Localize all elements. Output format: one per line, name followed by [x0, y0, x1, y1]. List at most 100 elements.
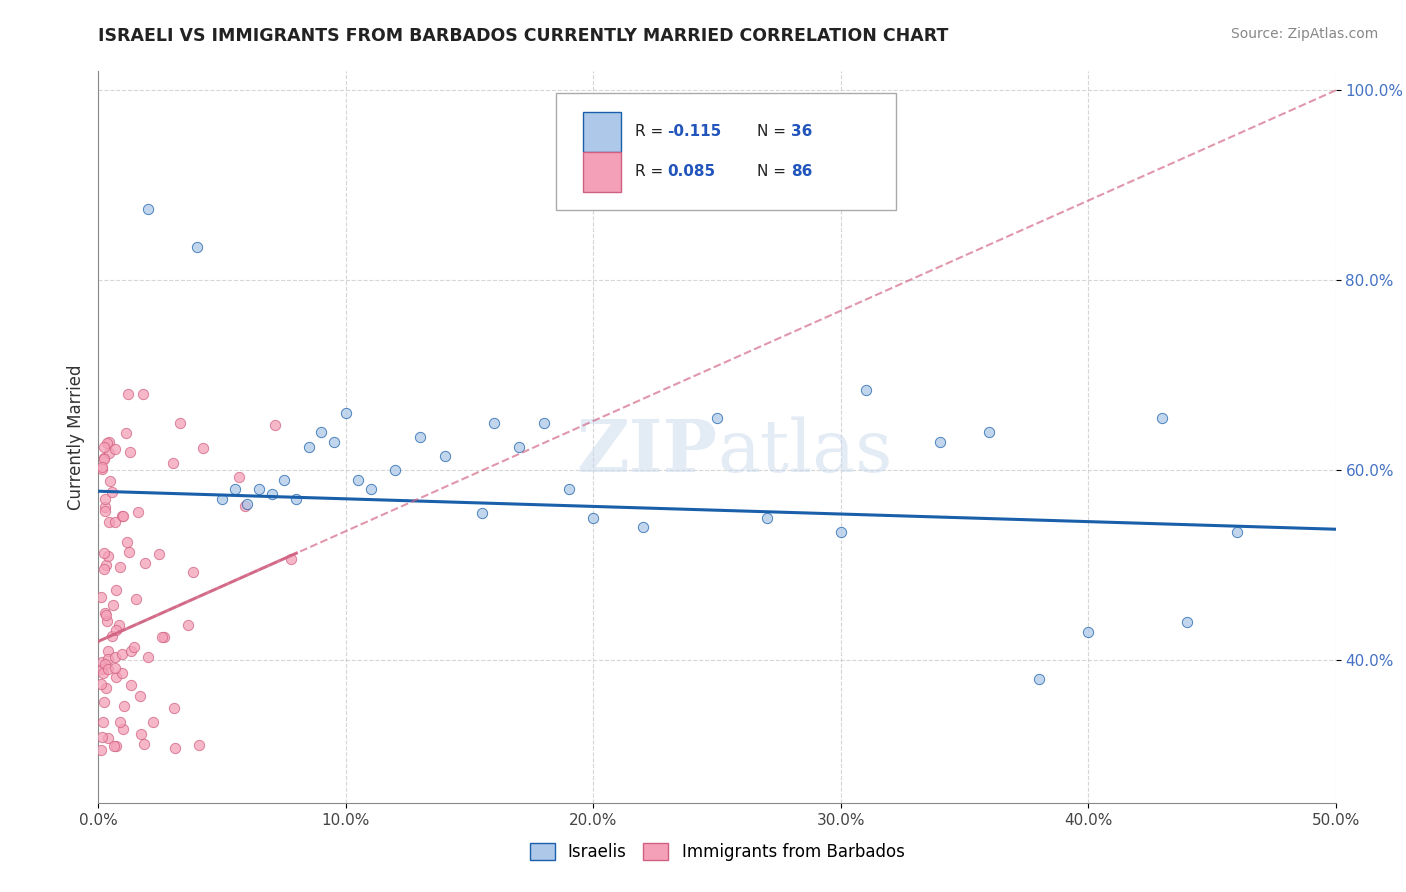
Point — [134, 737, 156, 751]
Point — [132, 387, 155, 401]
Point — [706, 411, 728, 425]
Point — [111, 647, 134, 661]
Point — [96, 607, 118, 622]
Point — [384, 463, 406, 477]
Text: atlas: atlas — [717, 417, 893, 487]
Point — [264, 417, 287, 432]
Text: 36: 36 — [792, 124, 813, 139]
Point — [111, 666, 134, 681]
Point — [103, 739, 125, 754]
Point — [134, 556, 156, 570]
Point — [557, 483, 579, 497]
Point — [1152, 411, 1174, 425]
Point — [104, 661, 127, 675]
Point — [162, 456, 184, 470]
Point — [582, 511, 605, 525]
Point — [1077, 624, 1099, 639]
Point — [94, 657, 117, 672]
Point — [115, 534, 138, 549]
Point — [93, 695, 115, 709]
Point — [830, 524, 852, 539]
Point — [97, 731, 120, 745]
Point — [90, 743, 112, 757]
Point — [273, 473, 295, 487]
Point — [104, 650, 127, 665]
Point — [124, 640, 146, 655]
Point — [108, 560, 131, 574]
Point — [118, 445, 141, 459]
Point — [104, 739, 127, 753]
Point — [90, 677, 112, 691]
Point — [112, 699, 135, 714]
Point — [97, 662, 120, 676]
Point — [163, 701, 186, 715]
Point — [120, 644, 142, 658]
Point — [136, 202, 159, 216]
Point — [260, 487, 283, 501]
Point — [347, 473, 370, 487]
Point — [93, 451, 115, 466]
Text: ISRAELI VS IMMIGRANTS FROM BARBADOS CURRENTLY MARRIED CORRELATION CHART: ISRAELI VS IMMIGRANTS FROM BARBADOS CURR… — [98, 27, 949, 45]
Point — [979, 425, 1001, 440]
Point — [285, 491, 308, 506]
Point — [177, 618, 200, 632]
Point — [96, 436, 118, 450]
Point — [111, 509, 134, 524]
Text: N =: N = — [756, 124, 790, 139]
Point — [187, 738, 209, 752]
Point — [97, 434, 120, 449]
Point — [224, 483, 246, 497]
Point — [104, 515, 127, 529]
Point — [928, 434, 950, 449]
Text: R =: R = — [636, 164, 668, 179]
Point — [91, 662, 114, 676]
Point — [105, 670, 128, 684]
Text: N =: N = — [756, 164, 790, 179]
Text: ZIP: ZIP — [576, 417, 717, 487]
Point — [91, 730, 114, 744]
Point — [90, 460, 112, 475]
Point — [97, 652, 120, 666]
Point — [90, 590, 112, 604]
Point — [93, 546, 115, 560]
Point — [111, 722, 134, 736]
Point — [120, 678, 142, 692]
Point — [136, 649, 159, 664]
Point — [533, 416, 555, 430]
Point — [755, 511, 778, 525]
Point — [90, 462, 112, 476]
Point — [335, 406, 357, 420]
Point — [1028, 673, 1050, 687]
Point — [96, 681, 118, 695]
Point — [93, 452, 115, 467]
Point — [94, 503, 117, 517]
Point — [855, 383, 877, 397]
Point — [150, 631, 173, 645]
Point — [110, 715, 132, 730]
Point — [96, 614, 118, 628]
Point — [298, 440, 321, 454]
Point — [125, 591, 148, 606]
Point — [94, 500, 117, 515]
Text: R =: R = — [636, 124, 668, 139]
Point — [118, 545, 141, 559]
Point — [96, 558, 118, 572]
Point — [360, 483, 382, 497]
Point — [129, 690, 152, 704]
FancyBboxPatch shape — [583, 112, 620, 152]
Point — [101, 598, 124, 612]
Point — [211, 491, 233, 506]
Point — [93, 441, 115, 455]
Point — [471, 506, 494, 520]
Point — [93, 561, 115, 575]
Point — [631, 520, 654, 534]
Point — [90, 655, 112, 669]
Point — [409, 430, 432, 444]
Point — [181, 566, 204, 580]
Point — [236, 497, 259, 511]
Point — [104, 442, 127, 457]
Point — [153, 631, 176, 645]
Point — [101, 485, 124, 500]
Point — [117, 387, 139, 401]
Point — [280, 552, 302, 566]
